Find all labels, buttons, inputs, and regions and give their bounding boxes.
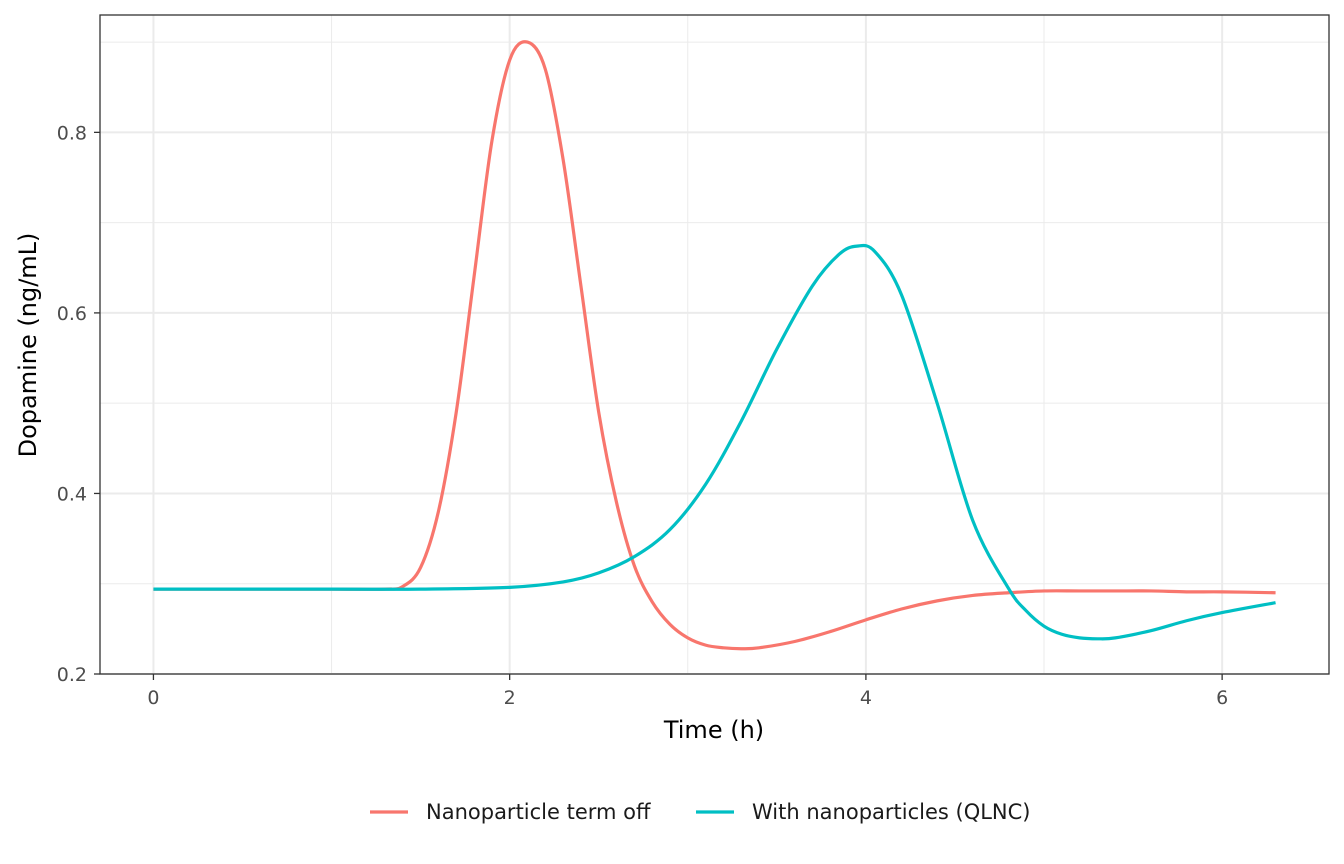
plot-background	[100, 15, 1329, 674]
y-axis-ticks: 0.2 0.4 0.6 0.8	[57, 122, 100, 686]
y-tick-label: 0.4	[57, 483, 87, 505]
minor-gridlines	[100, 15, 1329, 674]
x-tick-label: 6	[1216, 687, 1228, 709]
legend-label-with-nanoparticles: With nanoparticles (QLNC)	[752, 800, 1031, 824]
series-line-with-nanoparticles	[153, 243, 1276, 641]
series-lines	[153, 40, 1276, 651]
legend: Nanoparticle term off With nanoparticles…	[370, 800, 1031, 824]
legend-label-nanoparticle-term-off: Nanoparticle term off	[426, 800, 651, 824]
plot-panel-border	[99, 14, 1330, 675]
y-tick-label: 0.8	[57, 122, 87, 144]
x-tick-label: 2	[504, 687, 516, 709]
x-axis-title: Time (h)	[663, 716, 764, 744]
y-axis-title: Dopamine (ng/mL)	[14, 233, 42, 458]
x-tick-label: 0	[147, 687, 159, 709]
x-axis-ticks: 0 2 4 6	[147, 674, 1228, 709]
y-tick-label: 0.6	[57, 303, 87, 325]
x-tick-label: 4	[860, 687, 872, 709]
y-tick-label: 0.2	[57, 664, 87, 686]
